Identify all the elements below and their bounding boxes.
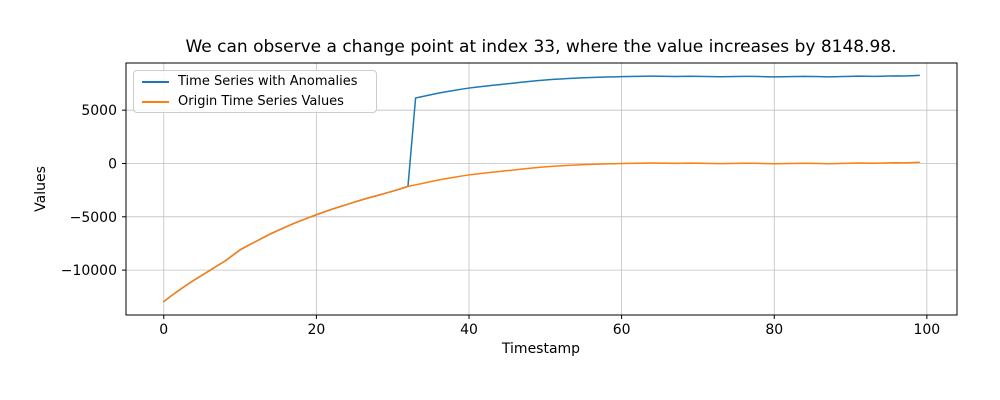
y-tick-label: 5000: [81, 103, 117, 119]
x-axis-label: Timestamp: [501, 341, 580, 357]
legend-item-origin: Origin Time Series Values: [142, 93, 368, 110]
x-tick-label: 20: [307, 322, 325, 338]
y-tick-label: −10000: [61, 263, 117, 279]
x-tick-label: 80: [765, 322, 783, 338]
y-tick-label: −5000: [70, 210, 117, 226]
origin-line-swatch: [142, 100, 169, 103]
axes-frame: [125, 62, 958, 316]
legend-label-anomalies: Time Series with Anomalies: [178, 74, 358, 89]
legend-item-anomalies: Time Series with Anomalies: [142, 73, 368, 90]
series-lines: [163, 74, 920, 303]
legend-box: Time Series with Anomalies Origin Time S…: [133, 70, 377, 113]
x-tick-label: 60: [613, 322, 631, 338]
anomalies-line-swatch: [142, 80, 169, 83]
chart-title: We can observe a change point at index 3…: [185, 37, 896, 57]
axis-ticks: [122, 109, 928, 319]
y-tick-label: 0: [108, 156, 117, 172]
y-axis-label: Values: [33, 166, 49, 212]
x-tick-label: 40: [460, 322, 478, 338]
origin-series-line: [163, 161, 920, 303]
x-tick-label: 100: [913, 322, 940, 338]
legend-label-origin: Origin Time Series Values: [178, 94, 344, 109]
x-tick-label: 0: [159, 322, 168, 338]
tick-labels: 0 20 40 60 80 100 −10000 −5000 0 5000: [61, 103, 941, 338]
